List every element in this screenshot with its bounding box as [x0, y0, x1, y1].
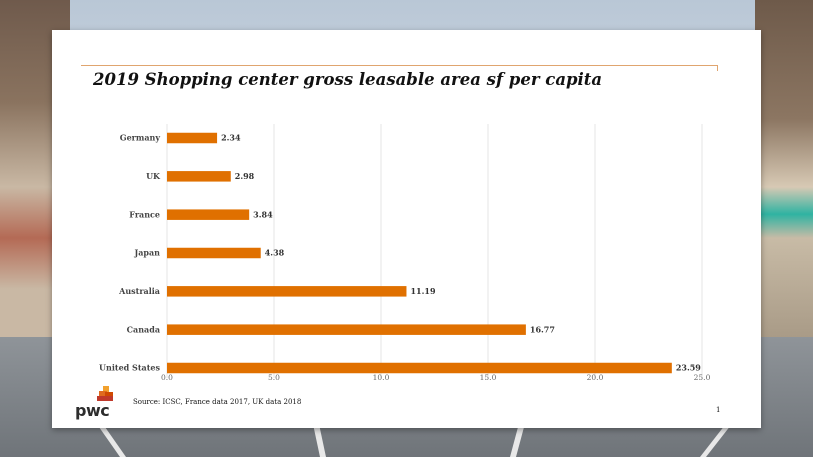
chart-grid [166, 124, 703, 378]
bar-chart: 0.0 5.0 10.0 15.0 20.0 25.0 Germany 2.34 UK 2.98 F… [99, 124, 711, 382]
x-tick-label: 15.0 [480, 373, 497, 382]
y-category-label: Canada [127, 324, 160, 334]
bar [167, 209, 250, 220]
y-category-label: Japan [133, 248, 160, 258]
chart-labels: 0.0 5.0 10.0 15.0 20.0 25.0 Germany 2.34 UK 2.98 F… [99, 133, 711, 382]
background-building-right [755, 0, 813, 340]
slide: 2019 Shopping center gross leasable area… [52, 30, 761, 428]
page-number: 1 [716, 406, 721, 414]
data-label: 16.77 [530, 324, 555, 334]
slide-title: 2019 Shopping center gross leasable area… [93, 70, 603, 89]
bar [167, 324, 526, 335]
pwc-logo: pwc [75, 386, 123, 422]
bar [167, 171, 231, 182]
y-category-label: Germany [120, 133, 161, 143]
x-tick-label: 5.0 [268, 373, 280, 382]
bar [167, 362, 672, 374]
y-category-label: United States [99, 363, 160, 373]
data-label: 4.38 [265, 248, 285, 258]
x-tick-label: 25.0 [694, 373, 711, 382]
bar [167, 247, 261, 259]
x-tick-label: 0.0 [161, 373, 173, 382]
bar [167, 132, 218, 144]
chart-bars [167, 132, 672, 374]
y-category-label: France [129, 209, 160, 219]
data-label: 3.84 [253, 209, 273, 219]
title-rule [81, 65, 718, 71]
x-tick-label: 20.0 [587, 373, 604, 382]
source-note: Source: ICSC, France data 2017, UK data … [133, 398, 302, 406]
data-label: 2.34 [221, 133, 241, 143]
bar [167, 286, 407, 297]
data-label: 11.19 [410, 286, 435, 296]
y-category-label: Australia [118, 286, 160, 296]
y-category-label: UK [146, 171, 161, 181]
data-label: 2.98 [235, 171, 255, 181]
x-tick-label: 10.0 [373, 373, 390, 382]
pwc-logo-text: pwc [75, 401, 110, 420]
pwc-logo-mark-icon [97, 386, 113, 401]
data-label: 23.59 [676, 363, 701, 373]
